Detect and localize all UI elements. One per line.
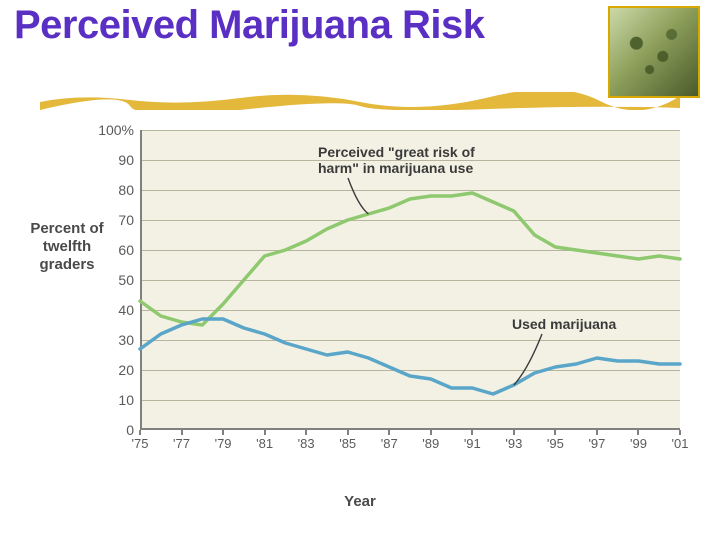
page-title: Perceived Marijuana Risk [14, 4, 484, 46]
x-tick-mark [347, 430, 349, 435]
x-tick-label: '89 [422, 436, 439, 451]
x-tick-label: '93 [505, 436, 522, 451]
y-tick-label: 40 [78, 302, 134, 318]
x-tick-label: '81 [256, 436, 273, 451]
x-tick-label: '95 [547, 436, 564, 451]
y-tick-label: 30 [78, 332, 134, 348]
x-tick-label: '97 [588, 436, 605, 451]
x-tick-mark [679, 430, 681, 435]
x-tick-label: '91 [464, 436, 481, 451]
x-tick-mark [139, 430, 141, 435]
x-tick-mark [554, 430, 556, 435]
x-tick-mark [430, 430, 432, 435]
y-tick-label: 100% [78, 122, 134, 138]
x-axis-label: Year [30, 493, 690, 510]
x-tick-mark [388, 430, 390, 435]
annotation-used_marijuana: Used marijuana [512, 316, 616, 332]
y-tick-label: 70 [78, 212, 134, 228]
x-tick-label: '75 [132, 436, 149, 451]
brush-underline [40, 92, 680, 110]
x-tick-mark [637, 430, 639, 435]
y-tick-label: 10 [78, 392, 134, 408]
annotation-pointer [348, 178, 368, 214]
x-tick-label: '99 [630, 436, 647, 451]
series-perceived_risk [140, 193, 680, 325]
chart-container: Percent of twelfth graders 0102030405060… [30, 130, 690, 510]
title-text: Perceived Marijuana Risk [14, 3, 484, 47]
x-tick-mark [513, 430, 515, 435]
plot-area: 0102030405060708090100%'75'77'79'81'83'8… [140, 130, 680, 460]
x-tick-mark [264, 430, 266, 435]
x-tick-mark [471, 430, 473, 435]
x-tick-label: '01 [672, 436, 689, 451]
annotation-perceived_risk: Perceived "great risk ofharm" in marijua… [318, 144, 475, 176]
y-tick-label: 60 [78, 242, 134, 258]
x-tick-mark [222, 430, 224, 435]
x-tick-mark [181, 430, 183, 435]
decorative-thumbnail [608, 6, 700, 98]
x-tick-label: '87 [381, 436, 398, 451]
x-tick-label: '77 [173, 436, 190, 451]
y-tick-label: 90 [78, 152, 134, 168]
x-tick-label: '85 [339, 436, 356, 451]
x-tick-label: '83 [298, 436, 315, 451]
y-tick-label: 50 [78, 272, 134, 288]
x-tick-mark [305, 430, 307, 435]
y-tick-label: 20 [78, 362, 134, 378]
x-tick-label: '79 [215, 436, 232, 451]
x-tick-mark [596, 430, 598, 435]
y-tick-label: 80 [78, 182, 134, 198]
y-tick-label: 0 [78, 422, 134, 438]
